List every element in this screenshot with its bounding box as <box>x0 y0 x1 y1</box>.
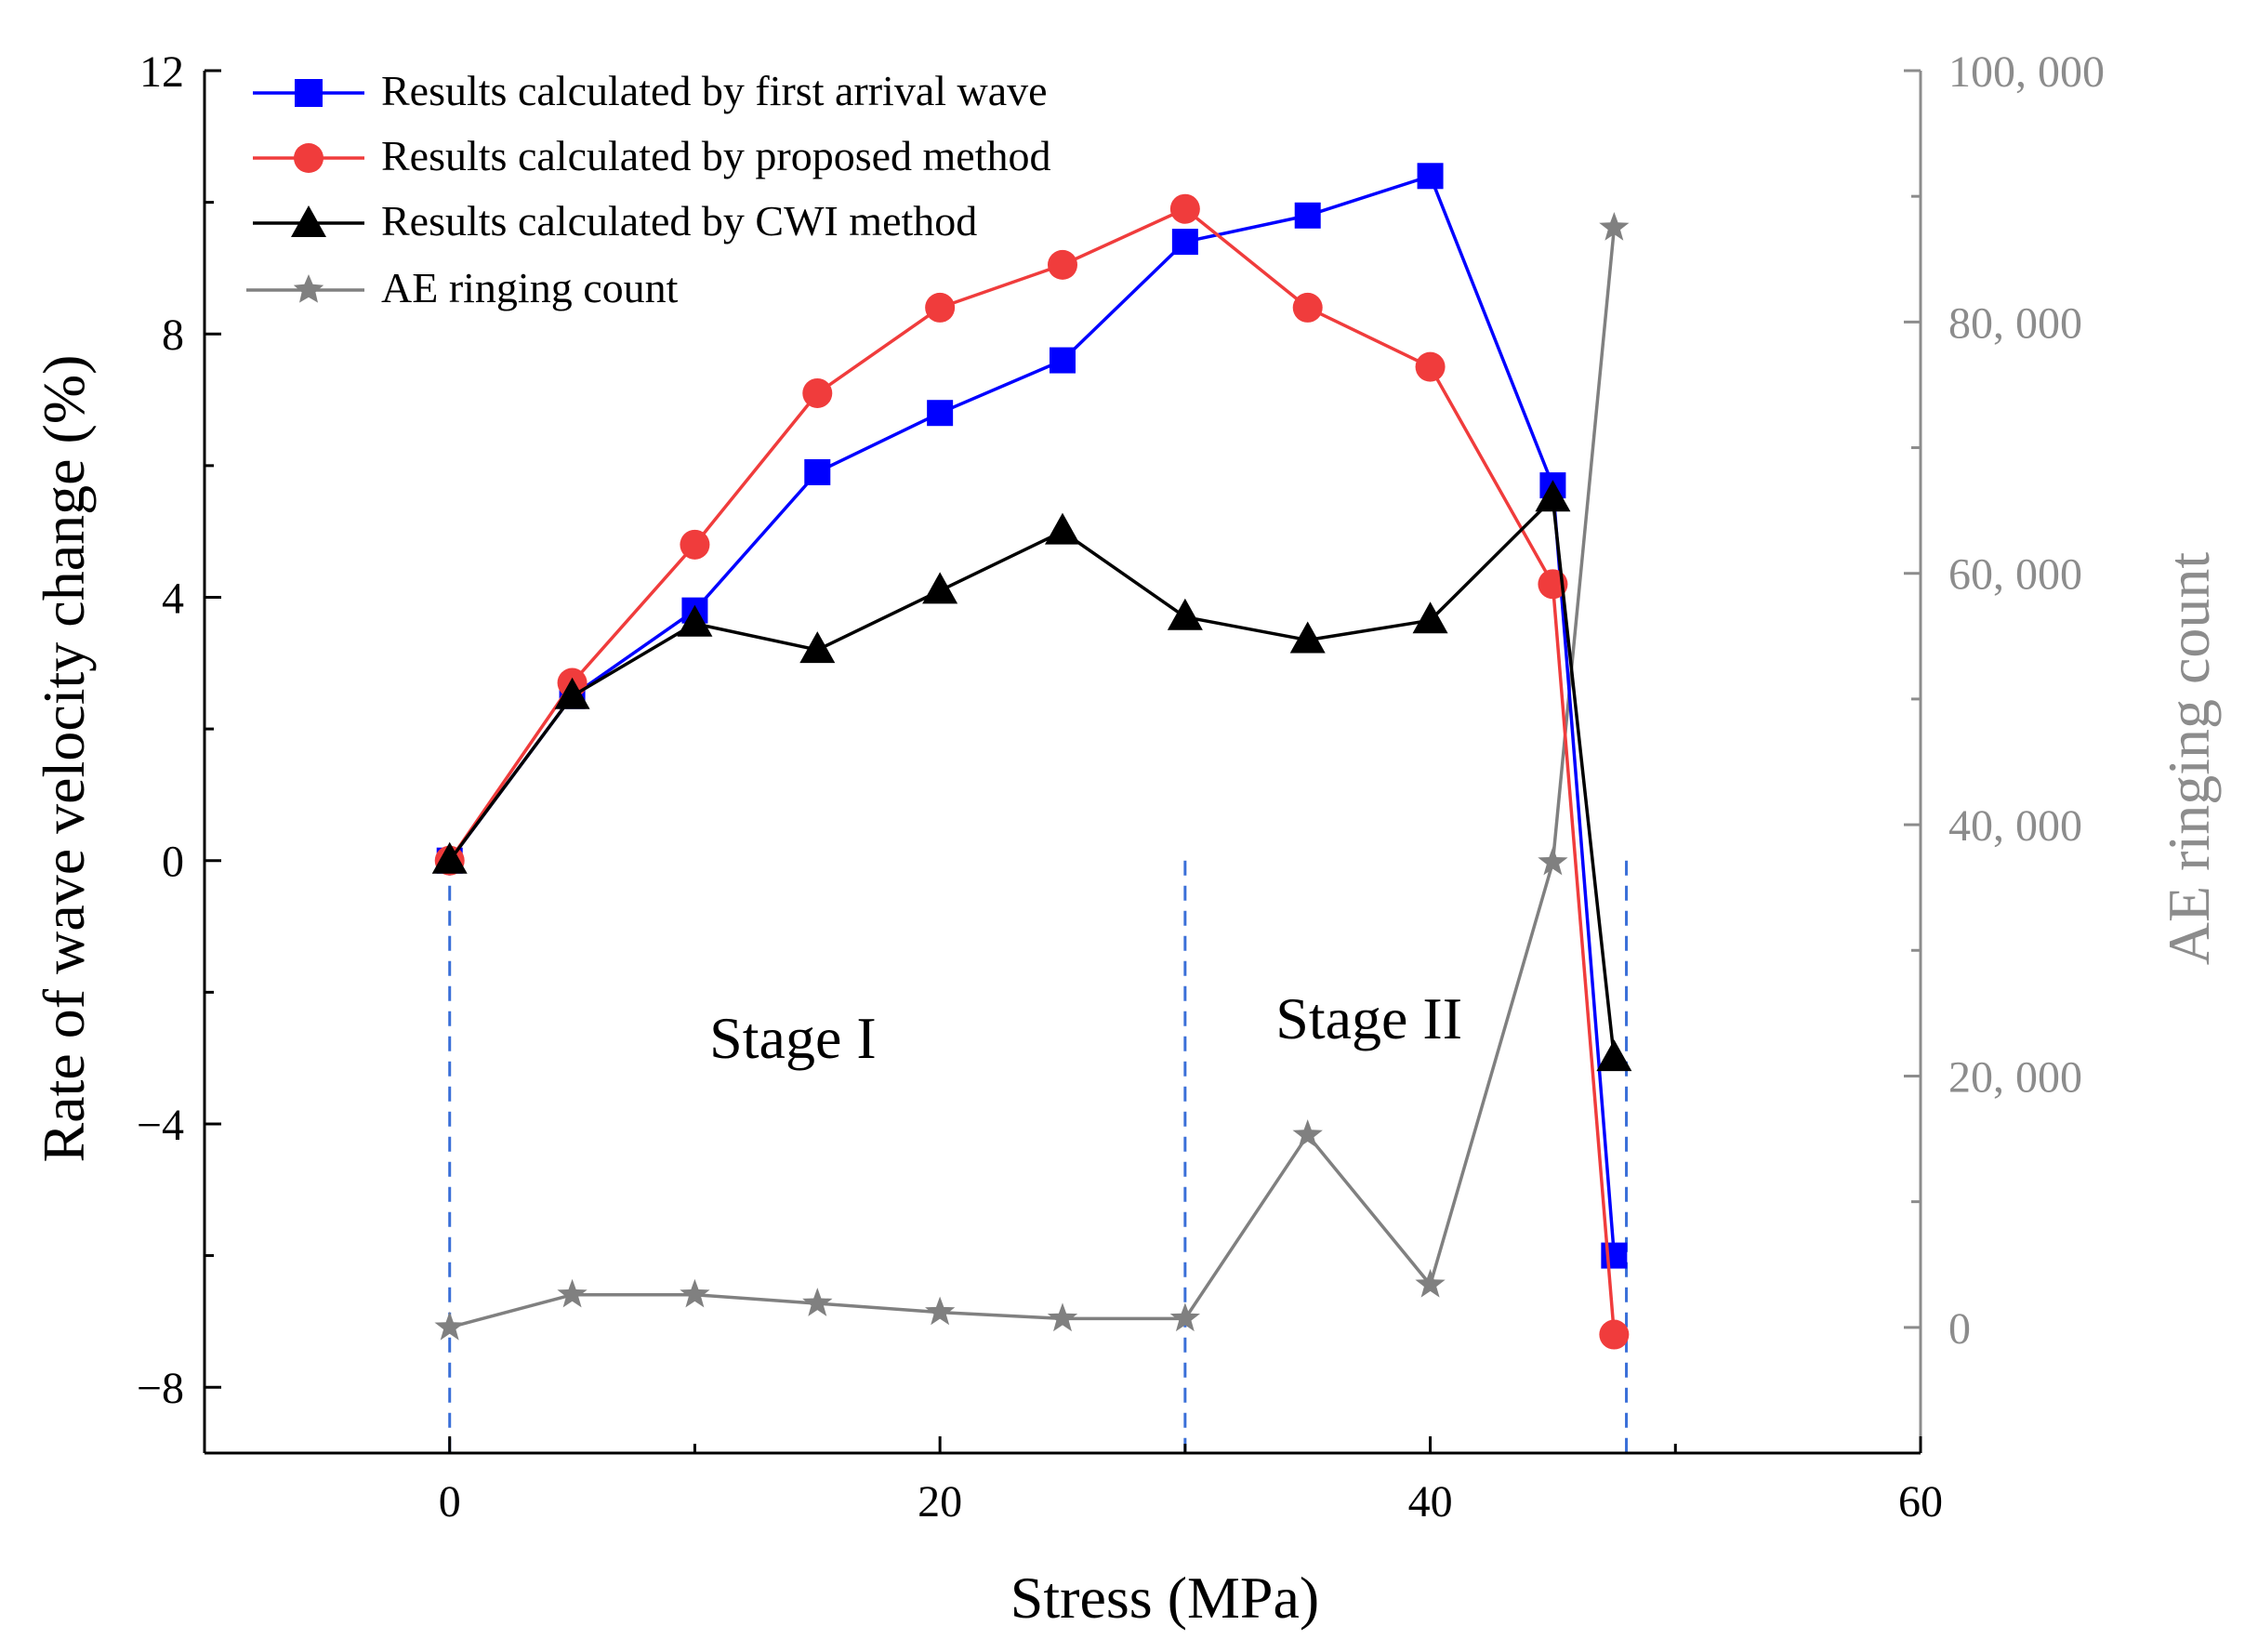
data-point-cwi-10 <box>1596 1039 1632 1072</box>
data-point-ae-ringing-1 <box>557 1278 588 1308</box>
x-axis-label: Stress (MPa) <box>1010 1565 1319 1631</box>
legend-label-first-arrival: Results calculated by first arrival wave <box>381 67 1048 114</box>
data-point-ae-ringing-2 <box>680 1278 710 1308</box>
stage-2-label: Stage II <box>1275 985 1462 1051</box>
data-point-ae-ringing-3 <box>802 1288 833 1316</box>
data-point-first-arrival-3 <box>804 458 831 485</box>
y2-tick-label-1: 20, 000 <box>1948 1052 2082 1102</box>
x-tick-label-20: 20 <box>918 1477 962 1526</box>
y2-tick-label-5: 100, 000 <box>1948 47 2105 97</box>
series-proposed <box>434 193 1630 1350</box>
data-point-first-arrival-4 <box>927 400 954 427</box>
legend-label-cwi: Results calculated by CWI method <box>381 197 977 244</box>
data-point-proposed-10 <box>1599 1319 1630 1350</box>
x-tick-label-0: 0 <box>439 1477 461 1526</box>
data-point-cwi-1 <box>554 677 590 709</box>
series-line-first-arrival <box>448 174 1617 1256</box>
data-point-proposed-7 <box>1292 292 1323 323</box>
y-tick-label-3: 4 <box>162 574 184 623</box>
legend-label-ae: AE ringing count <box>381 264 679 311</box>
data-point-ae-ringing-6 <box>1169 1302 1200 1332</box>
y2-axis-label: AE ringing count <box>2156 552 2222 966</box>
y2-tick-label-3: 60, 000 <box>1948 550 2082 600</box>
y-tick-label-2: 0 <box>162 838 184 887</box>
data-point-ae-ringing-9 <box>1538 846 1568 876</box>
y2-tick-label-2: 40, 000 <box>1948 801 2082 851</box>
data-point-ae-ringing-10 <box>1599 212 1630 241</box>
axes <box>203 71 1922 1455</box>
legend-label-proposed: Results calculated by proposed method <box>381 132 1051 179</box>
y-tick-label-4: 8 <box>162 311 184 360</box>
y-tick-label-5: 12 <box>139 47 184 97</box>
data-point-first-arrival-8 <box>1417 163 1444 190</box>
data-point-proposed-4 <box>925 292 956 323</box>
stage-1-label: Stage I <box>709 1005 877 1071</box>
data-point-cwi-8 <box>1412 601 1448 634</box>
data-point-first-arrival-7 <box>1294 202 1321 229</box>
data-point-cwi-4 <box>922 572 958 604</box>
data-point-cwi-0 <box>431 841 468 874</box>
data-point-first-arrival-5 <box>1050 347 1076 374</box>
data-point-proposed-5 <box>1048 249 1077 280</box>
data-point-ae-ringing-4 <box>925 1296 956 1326</box>
legend-marker-proposed <box>294 143 324 173</box>
y-axis-label: Rate of wave velocity change (%) <box>31 355 97 1163</box>
data-point-cwi-9 <box>1535 480 1571 512</box>
data-point-proposed-2 <box>680 529 710 560</box>
data-point-cwi-6 <box>1167 598 1203 630</box>
legend: Results calculated by first arrival wave… <box>246 67 1051 311</box>
x-tick-label-40: 40 <box>1408 1477 1453 1526</box>
data-point-cwi-5 <box>1045 512 1080 545</box>
series-layer <box>431 163 1632 1350</box>
data-point-first-arrival-10 <box>1601 1242 1628 1269</box>
ticks: 0 20 40 60 −8 −4 0 4 8 12 0 20, 000 40, 000 60, 000 80… <box>137 47 2105 1526</box>
y2-tick-label-0: 0 <box>1948 1304 1971 1354</box>
data-point-proposed-8 <box>1415 351 1446 382</box>
x-tick-label-60: 60 <box>1898 1477 1943 1526</box>
data-point-proposed-3 <box>802 377 833 408</box>
data-point-ae-ringing-7 <box>1292 1119 1323 1148</box>
series-ae-ringing <box>434 212 1630 1341</box>
y-tick-label-1: −4 <box>137 1101 184 1150</box>
data-point-ae-ringing-0 <box>434 1311 465 1341</box>
y-tick-label-0: −8 <box>137 1364 184 1413</box>
legend-marker-cwi <box>291 205 326 237</box>
legend-marker-ae <box>293 274 324 303</box>
data-point-ae-ringing-5 <box>1047 1302 1078 1332</box>
data-point-cwi-7 <box>1289 621 1326 654</box>
data-point-cwi-2 <box>677 604 713 637</box>
data-point-ae-ringing-8 <box>1415 1268 1446 1298</box>
y2-tick-label-4: 80, 000 <box>1948 298 2082 348</box>
series-line-ae-ringing <box>449 227 1617 1329</box>
data-point-cwi-3 <box>799 631 836 664</box>
legend-marker-first-arrival <box>295 79 323 107</box>
data-point-proposed-6 <box>1169 193 1200 224</box>
data-point-first-arrival-6 <box>1171 229 1198 256</box>
stage-lines <box>448 860 1629 1453</box>
series-cwi <box>431 480 1632 1072</box>
series-first-arrival <box>436 163 1628 1269</box>
series-line-cwi <box>448 496 1617 1059</box>
